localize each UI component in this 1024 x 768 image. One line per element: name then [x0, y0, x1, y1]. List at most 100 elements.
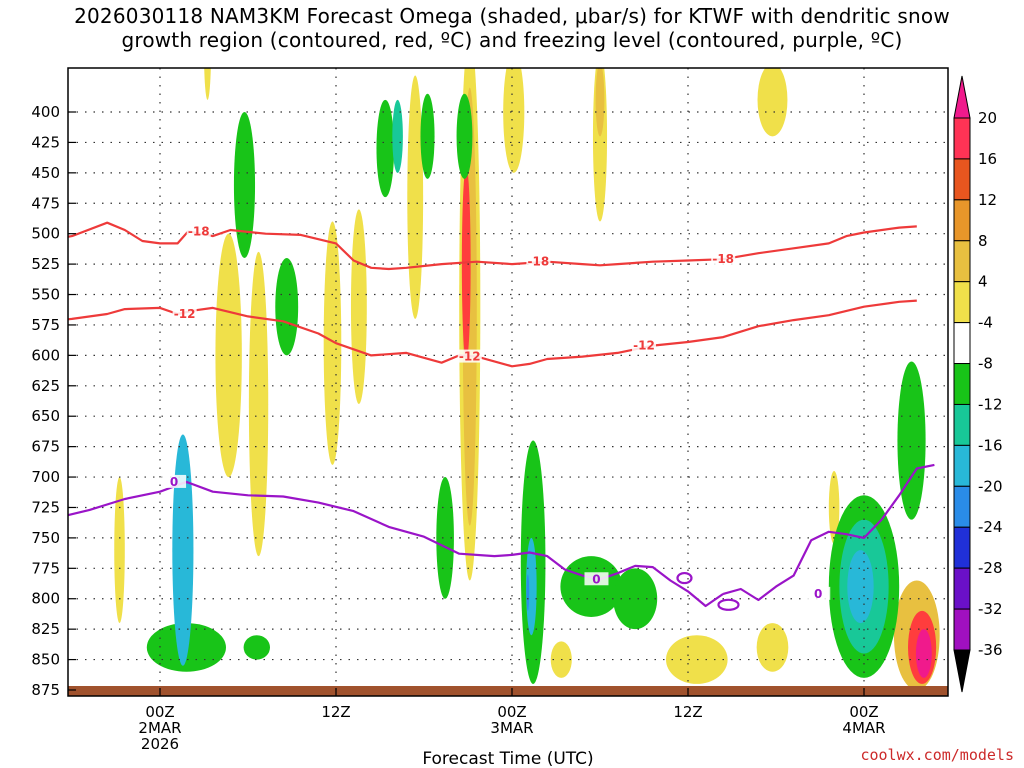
x-tick-label-40-1: 4MAR	[842, 719, 885, 737]
neg-omega-region-3	[233, 112, 256, 259]
pos-omega-region-8	[757, 68, 788, 137]
isotherm-minus18-label-bg-2	[711, 252, 736, 266]
freezing-level-loop-1	[676, 571, 693, 585]
neg-omega-region-14	[392, 99, 403, 173]
terrain-layer	[68, 686, 948, 696]
neg-omega-region-10	[613, 568, 658, 630]
freezing-level-label-1: 0	[592, 572, 600, 586]
omega-shading	[114, 68, 940, 691]
colorbar-band-3	[953, 240, 971, 283]
isotherm-minus18-label-bg-0	[186, 224, 211, 238]
neg-omega-region-2	[275, 258, 299, 356]
colorbar-band-10	[953, 526, 971, 569]
colorbar-label-9: -20	[978, 477, 1003, 495]
colorbar-label-3: 8	[978, 232, 988, 250]
terrain-band	[68, 686, 948, 696]
isotherm-minus12-label-bg-0	[172, 306, 197, 320]
y-tick-label-700: 700	[31, 468, 60, 486]
plot-frame	[67, 67, 949, 697]
colorbar-label-6: -8	[978, 355, 993, 373]
colorbar-band-0	[953, 117, 971, 160]
y-tick-label-425: 425	[31, 133, 60, 151]
title-line-1: 2026030118 NAM3KM Forecast Omega (shaded…	[74, 4, 950, 28]
isotherm-minus12-label-1: -12	[459, 350, 481, 364]
x-tick-label-0-0: 00Z	[145, 703, 174, 721]
pos-omega-region-21	[915, 629, 932, 678]
neg-omega-region-17	[526, 537, 537, 636]
colorbar-band-8	[953, 444, 971, 487]
title-line-2: growth region (contoured, red, ºC) and f…	[121, 28, 903, 52]
colorbar-label-5: -4	[978, 314, 993, 332]
x-tick-label-40-0: 00Z	[849, 703, 878, 721]
neg-omega-region-6	[456, 93, 473, 179]
y-tick-label-550: 550	[31, 286, 60, 304]
x-axis-title: Forecast Time (UTC)	[422, 749, 593, 768]
colorbar-band-2	[953, 199, 971, 242]
y-tick-label-575: 575	[31, 316, 60, 334]
x-tick-label-0-1: 2MAR	[138, 719, 181, 737]
pos-omega-region-6	[323, 221, 342, 465]
y-tick-label-500: 500	[31, 225, 60, 243]
colorbar-label-10: -24	[978, 518, 1003, 536]
freezing-level-label-0: 0	[170, 475, 178, 489]
y-tick-label-600: 600	[31, 346, 60, 364]
neg-omega-region-5	[420, 93, 435, 179]
colorbar-band-6	[953, 363, 971, 405]
colorbar-top-arrow	[953, 75, 971, 119]
y-tick-label-675: 675	[31, 438, 60, 456]
isotherm-minus18	[68, 221, 917, 271]
colorbar-label-11: -28	[978, 559, 1003, 577]
pos-omega-region-5	[248, 251, 269, 557]
site-credit[interactable]: coolwx.com/models	[860, 746, 1014, 764]
y-tick-label-800: 800	[31, 590, 60, 608]
y-tick-label-625: 625	[31, 377, 60, 395]
plot-background	[68, 68, 948, 696]
pos-omega-region-15	[204, 68, 211, 100]
pos-omega-region-18	[595, 68, 605, 137]
isotherm-minus12-label-bg-1	[457, 349, 482, 363]
pos-omega-region-11	[666, 635, 728, 684]
y-tick-label-850: 850	[31, 651, 60, 669]
contour-layer: -18 -18 -18 -12 -12 -12 0 0 0	[68, 221, 935, 611]
y-tick-label-450: 450	[31, 164, 60, 182]
freezing-level-east	[722, 463, 935, 602]
neg-omega-region-12	[897, 361, 926, 520]
y-tick-label-400: 400	[31, 103, 60, 121]
freezing-level-label-bg-0	[162, 474, 187, 488]
colorbar-band-11	[953, 567, 971, 610]
y-tick-label-750: 750	[31, 529, 60, 547]
neg-omega-region-8	[436, 477, 454, 599]
isotherm-minus18-label-1: -18	[528, 255, 550, 269]
y-axis: 400 425 450 475 500 525 550 575 600 625 650 675 700 7…	[31, 103, 76, 699]
y-tick-label-525: 525	[31, 255, 60, 273]
y-tick-label-875: 875	[31, 681, 60, 699]
isotherm-minus18-label-0: -18	[188, 224, 210, 238]
x-tick-label-20-1: 3MAR	[490, 719, 533, 737]
pos-omega-region-3	[407, 75, 424, 319]
colorbar-label-13: -36	[978, 641, 1003, 659]
isotherm-minus12-label-bg-2	[632, 338, 656, 352]
colorbar-label-2: 12	[978, 191, 997, 209]
isotherm-minus12-label-0: -12	[174, 307, 196, 321]
pos-omega-region-1	[503, 68, 525, 173]
colorbar-label-1: 16	[978, 150, 997, 168]
chart-title: 2026030118 NAM3KM Forecast Omega (shaded…	[0, 4, 1024, 52]
x-tick-label-0-2: 2026	[141, 735, 179, 753]
freezing-level-loop-2	[717, 598, 740, 611]
x-tick-label-30-0: 12Z	[673, 703, 702, 721]
colorbar-band-12	[953, 608, 971, 651]
colorbar-band-7	[953, 403, 971, 446]
colorbar-label-12: -32	[978, 600, 1003, 618]
colorbar-label-4: 4	[978, 273, 988, 291]
freezing-level-label-bg-1	[584, 572, 609, 586]
colorbar-band-1	[953, 158, 971, 201]
neg-omega-region-4	[376, 99, 395, 198]
pos-omega-region-4	[215, 233, 242, 478]
x-tick-label-20-0: 00Z	[497, 703, 526, 721]
colorbar-band-4	[953, 281, 971, 324]
freezing-level-label-2: 0	[814, 587, 822, 601]
pos-omega-region-19	[461, 166, 471, 362]
y-tick-label-775: 775	[31, 559, 60, 577]
